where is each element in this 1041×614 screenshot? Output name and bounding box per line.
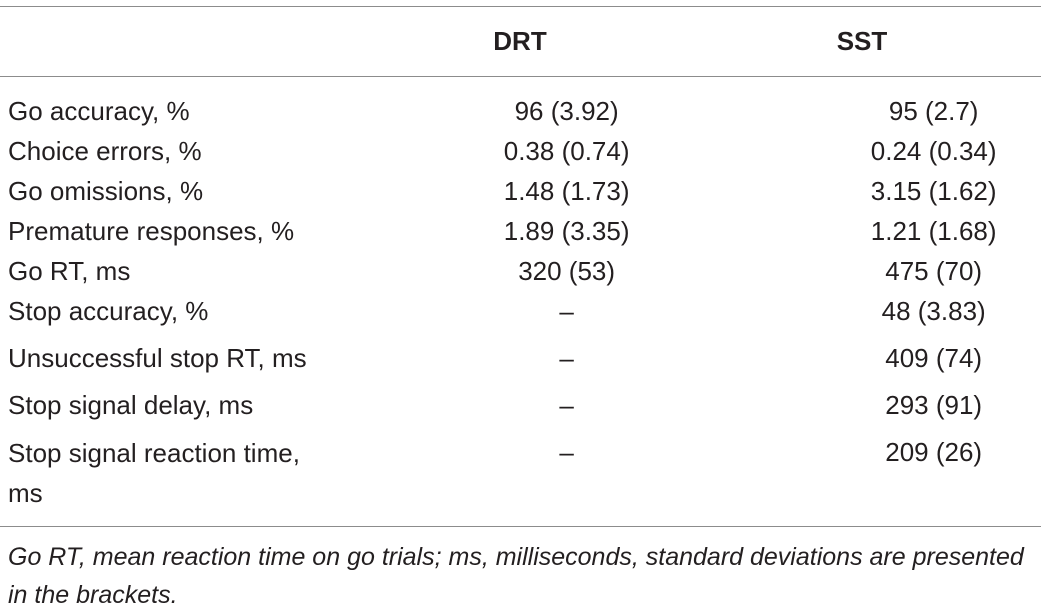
sst-value: 475 (70) [885,256,983,286]
row-label: Premature responses, % [8,216,295,246]
sst-value: 1.21 (1.68) [870,216,997,246]
column-header-drt: DRT [493,26,547,56]
row-label: Go RT, ms [8,256,131,286]
sst-value: 0.24 (0.34) [870,136,997,166]
table-row: Stop signal delay, ms – 293 (91) [0,386,1041,433]
table-row: Go omissions, % 1.48 (1.73) 3.15 (1.62) [0,172,1041,212]
table-top-rule [0,6,1041,7]
drt-value: 96 (3.92) [514,96,619,126]
table-row: Stop accuracy, % – 48 (3.83) [0,292,1041,339]
sst-value: 48 (3.83) [881,296,986,326]
drt-value: 320 (53) [518,256,616,286]
table-row: Go RT, ms 320 (53) 475 (70) [0,252,1041,292]
drt-value: – [559,296,574,326]
row-label: Stop signal delay, ms [8,390,254,420]
row-label: Go accuracy, % [8,96,190,126]
table-row: Unsuccessful stop RT, ms – 409 (74) [0,339,1041,386]
drt-value: – [559,437,574,467]
drt-value: 1.89 (3.35) [503,216,630,246]
table-row: Go accuracy, % 96 (3.92) 95 (2.7) [0,92,1041,132]
row-label: Go omissions, % [8,176,204,206]
row-label: Choice errors, % [8,136,202,166]
sst-value: 3.15 (1.62) [870,176,997,206]
drt-value: 0.38 (0.74) [503,136,630,166]
column-header-sst: SST [836,26,888,56]
sst-value: 293 (91) [885,390,983,420]
sst-value: 95 (2.7) [888,96,979,126]
sst-value: 209 (26) [885,437,983,467]
table-row: Choice errors, % 0.38 (0.74) 0.24 (0.34) [0,132,1041,172]
results-table: Go accuracy, % 96 (3.92) 95 (2.7) Choice… [0,92,1041,513]
table-header-rule [0,76,1041,77]
table-row: Premature responses, % 1.89 (3.35) 1.21 … [0,212,1041,252]
drt-value: 1.48 (1.73) [503,176,630,206]
table-row: Stop signal reaction time, ms – 209 (26) [0,433,1041,513]
table-bottom-rule [0,526,1041,527]
drt-value: – [559,343,574,373]
table-footnote: Go RT, mean reaction time on go trials; … [8,543,1024,609]
row-label: Unsuccessful stop RT, ms [8,343,307,373]
row-label: Stop accuracy, % [8,296,209,326]
row-label: Stop signal reaction time, ms [8,438,300,508]
sst-value: 409 (74) [885,343,983,373]
drt-value: – [559,390,574,420]
